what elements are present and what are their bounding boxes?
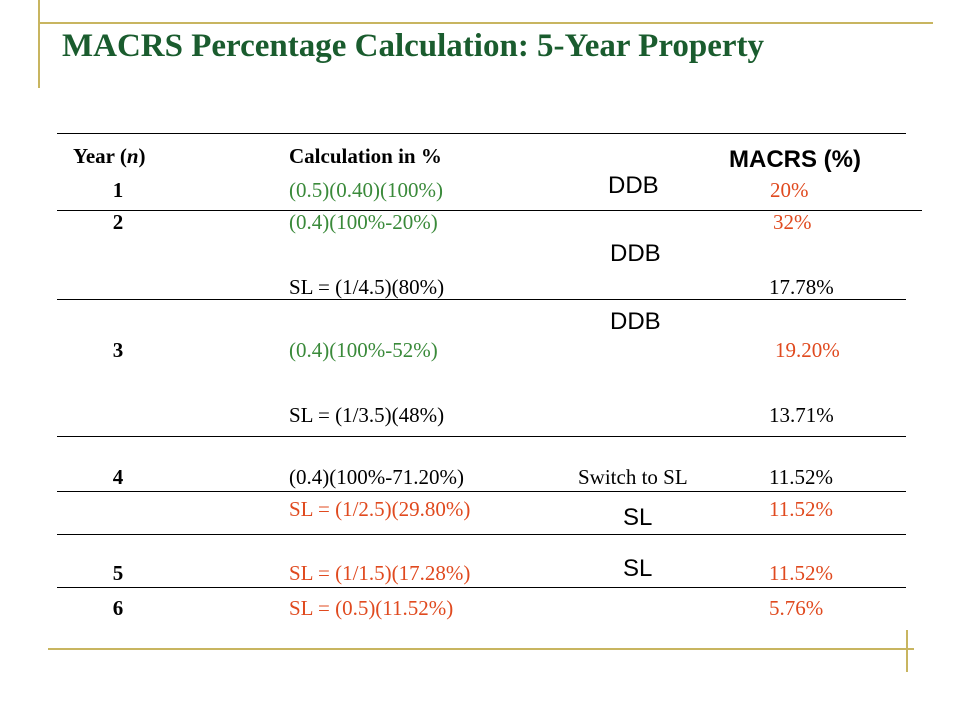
calculation-cell: SL = (1/1.5)(17.28%)	[289, 561, 471, 585]
calculation-cell: SL = (1/3.5)(48%)	[289, 403, 445, 427]
macrs-value-cell: 32%	[773, 210, 812, 234]
row-divider	[57, 587, 906, 588]
calculation-cell: (0.4)(100%-20%)	[289, 210, 438, 234]
calculation-column-header: Calculation in %	[289, 144, 442, 168]
method-label: SL	[623, 504, 653, 531]
row-divider	[57, 534, 906, 535]
macrs-value-cell: 11.52%	[769, 561, 833, 585]
bottom-accent-line	[48, 648, 914, 650]
year-cell: 4	[112, 465, 124, 489]
row-divider	[57, 210, 922, 211]
macrs-value-cell: 13.71%	[769, 403, 834, 427]
calculation-cell: (0.5)(0.40)(100%)	[289, 178, 443, 202]
calculation-cell: (0.4)(100%-52%)	[289, 338, 438, 362]
macrs-value-cell: 20%	[770, 178, 809, 202]
method-label: DDB	[608, 172, 659, 199]
macrs-value-cell: 5.76%	[769, 596, 824, 620]
slide-title: MACRS Percentage Calculation: 5-Year Pro…	[62, 28, 765, 64]
method-label: DDB	[610, 240, 661, 267]
macrs-value-cell: 11.52%	[769, 497, 833, 521]
row-divider	[57, 299, 906, 300]
calculation-cell: SL = (1/2.5)(29.80%)	[289, 497, 471, 521]
year-cell: 3	[112, 338, 124, 362]
table-top-rule	[57, 133, 906, 134]
method-label: Switch to SL	[578, 465, 688, 489]
year-cell: 5	[112, 561, 124, 585]
year-header-variable: n	[126, 144, 139, 168]
right-accent-line	[906, 630, 908, 672]
year-cell: 1	[112, 178, 124, 202]
left-accent-line	[38, 0, 40, 88]
year-cell: 6	[112, 596, 124, 620]
top-accent-line	[40, 22, 933, 24]
row-divider	[57, 436, 906, 437]
year-column-header: Year (n)	[73, 146, 146, 167]
calculation-cell: (0.4)(100%-71.20%)	[289, 465, 464, 489]
row-divider	[57, 491, 906, 492]
year-header-suffix: )	[138, 144, 146, 168]
macrs-column-header: MACRS (%)	[729, 146, 861, 173]
method-label: DDB	[610, 308, 661, 335]
macrs-value-cell: 19.20%	[775, 338, 840, 362]
macrs-value-cell: 17.78%	[769, 275, 834, 299]
macrs-value-cell: 11.52%	[769, 465, 833, 489]
year-header-prefix: Year (	[73, 144, 127, 168]
method-label: SL	[623, 555, 653, 582]
year-cell: 2	[112, 210, 124, 234]
calculation-cell: SL = (1/4.5)(80%)	[289, 275, 445, 299]
calculation-cell: SL = (0.5)(11.52%)	[289, 596, 454, 620]
